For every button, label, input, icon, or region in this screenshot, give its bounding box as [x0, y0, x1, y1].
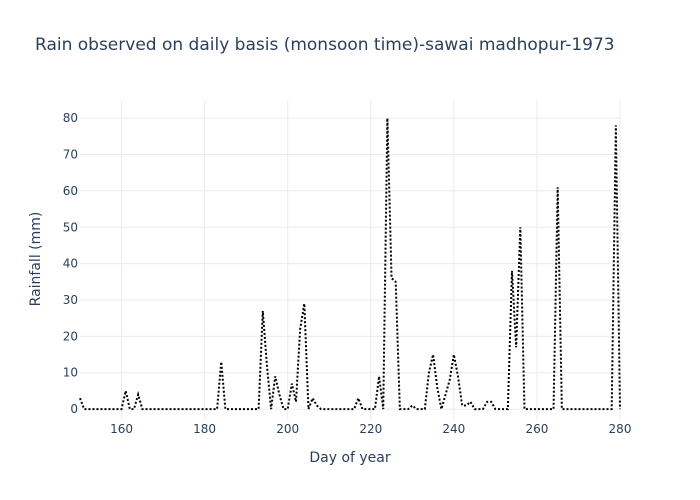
x-axis-title: Day of year	[309, 450, 391, 466]
y-tick-label-10: 10	[63, 366, 78, 380]
x-tick-label-160: 160	[110, 422, 133, 436]
chart-title: Rain observed on daily basis (monsoon ti…	[35, 35, 615, 55]
y-tick-label-0: 0	[70, 402, 78, 416]
y-tick-label-50: 50	[63, 220, 78, 234]
y-axis-title: Rainfall (mm)	[28, 212, 44, 307]
y-tick-label-70: 70	[63, 148, 78, 162]
y-tick-label-60: 60	[63, 184, 78, 198]
x-tick-label-180: 180	[193, 422, 216, 436]
series-layer	[79, 118, 621, 411]
series-line-0	[79, 118, 621, 411]
y-tick-label-30: 30	[63, 293, 78, 307]
x-tick-label-240: 240	[442, 422, 465, 436]
x-tick-label-260: 260	[525, 422, 548, 436]
x-tick-label-280: 280	[609, 422, 632, 436]
grid-lines	[80, 100, 621, 420]
y-tick-label-40: 40	[63, 257, 78, 271]
y-tick-label-20: 20	[63, 329, 78, 343]
x-tick-label-200: 200	[276, 422, 299, 436]
tick-labels: 160 180 200 220 240 260 280 0 10 20 30 40 50 60 70 80	[63, 111, 632, 436]
y-tick-label-80: 80	[63, 111, 78, 125]
x-tick-label-220: 220	[359, 422, 382, 436]
